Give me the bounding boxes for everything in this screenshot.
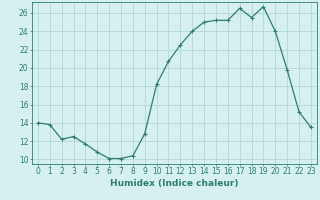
X-axis label: Humidex (Indice chaleur): Humidex (Indice chaleur) [110, 179, 239, 188]
